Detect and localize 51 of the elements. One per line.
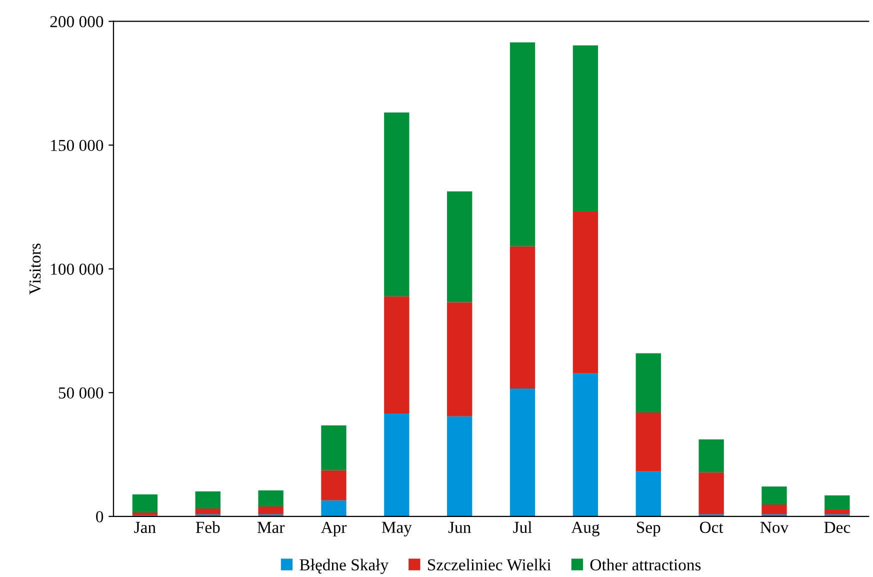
bar: [510, 388, 536, 516]
x-tick-label: Mar: [257, 522, 285, 534]
bar: [258, 506, 284, 514]
x-tick-label: Aug: [571, 522, 600, 536]
x-tick-label: Feb: [196, 521, 220, 534]
bar: [321, 470, 346, 500]
x-tick-label: May: [382, 522, 412, 536]
bar: [762, 486, 787, 505]
bar: [636, 353, 661, 412]
bar: [384, 413, 410, 516]
bar: [447, 302, 472, 416]
x-tick-label: Apr: [320, 522, 347, 536]
bar: [321, 500, 346, 516]
legend-label: Other attractions: [590, 558, 701, 570]
bar: [384, 112, 410, 296]
bar: [698, 439, 724, 472]
bar: [572, 211, 598, 374]
y-tick-label: 150 000: [51, 140, 104, 152]
bar: [636, 471, 661, 516]
bar: [510, 246, 536, 388]
x-tick-label: Jun: [448, 522, 471, 534]
bar: [636, 412, 661, 472]
x-tick-label: Jul: [513, 521, 532, 534]
bar: [762, 504, 787, 514]
bar: [132, 512, 158, 516]
legend-label: Błędne Skały: [300, 558, 389, 574]
x-tick-label: Jan: [134, 522, 156, 534]
bar: [447, 191, 472, 302]
bar: [572, 373, 598, 516]
y-tick-label: 100 000: [51, 264, 104, 275]
x-tick-label: Dec: [824, 522, 850, 534]
bar: [195, 508, 220, 514]
bar: [824, 495, 850, 510]
x-tick-label: Sep: [637, 522, 660, 536]
bar: [572, 45, 598, 212]
y-tick-label: 200 000: [50, 16, 104, 28]
x-tick-label: Oct: [700, 522, 724, 534]
bar: [321, 425, 346, 470]
y-tick-label: 0: [96, 511, 104, 522]
y-tick-label: 50 000: [58, 387, 104, 399]
bar: [195, 491, 220, 508]
bar: [384, 296, 410, 414]
bar: [447, 416, 472, 516]
y-axis-title: Visitors: [29, 244, 41, 295]
bar: [510, 42, 536, 246]
x-tick-label: Nov: [760, 522, 789, 534]
bar: [258, 490, 284, 507]
bar: [698, 472, 724, 514]
bar: [132, 494, 158, 512]
legend-label: Szczeliniec Wielki: [428, 558, 552, 571]
bar: [824, 509, 850, 514]
